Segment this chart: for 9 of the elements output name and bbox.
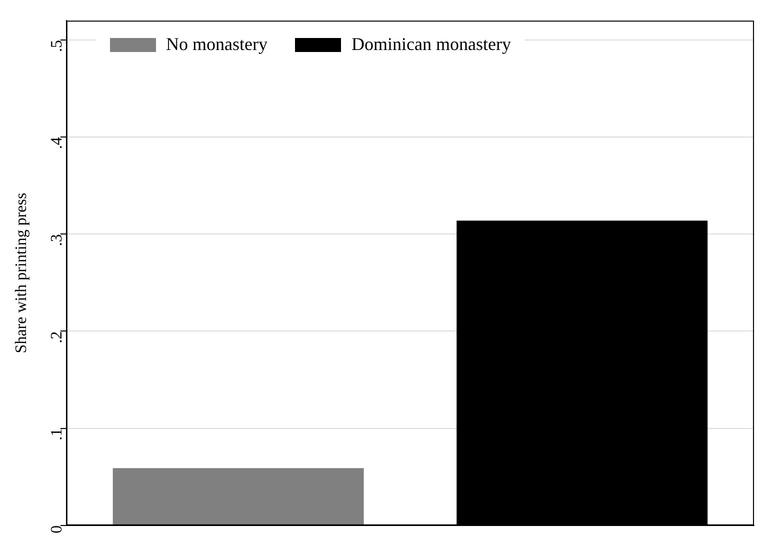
legend-label: Dominican monastery [351,34,511,55]
y-tick-label: .2 [48,331,66,344]
y-tick-label: .5 [48,40,66,52]
y-tick-label: .4 [48,137,66,150]
y-axis-title: Share with printing press [12,192,30,354]
legend-label: No monastery [166,34,268,55]
y-tick-label: .3 [48,234,66,246]
y-tick-label: 0 [48,525,66,534]
y-tick-label: .1 [48,428,66,440]
